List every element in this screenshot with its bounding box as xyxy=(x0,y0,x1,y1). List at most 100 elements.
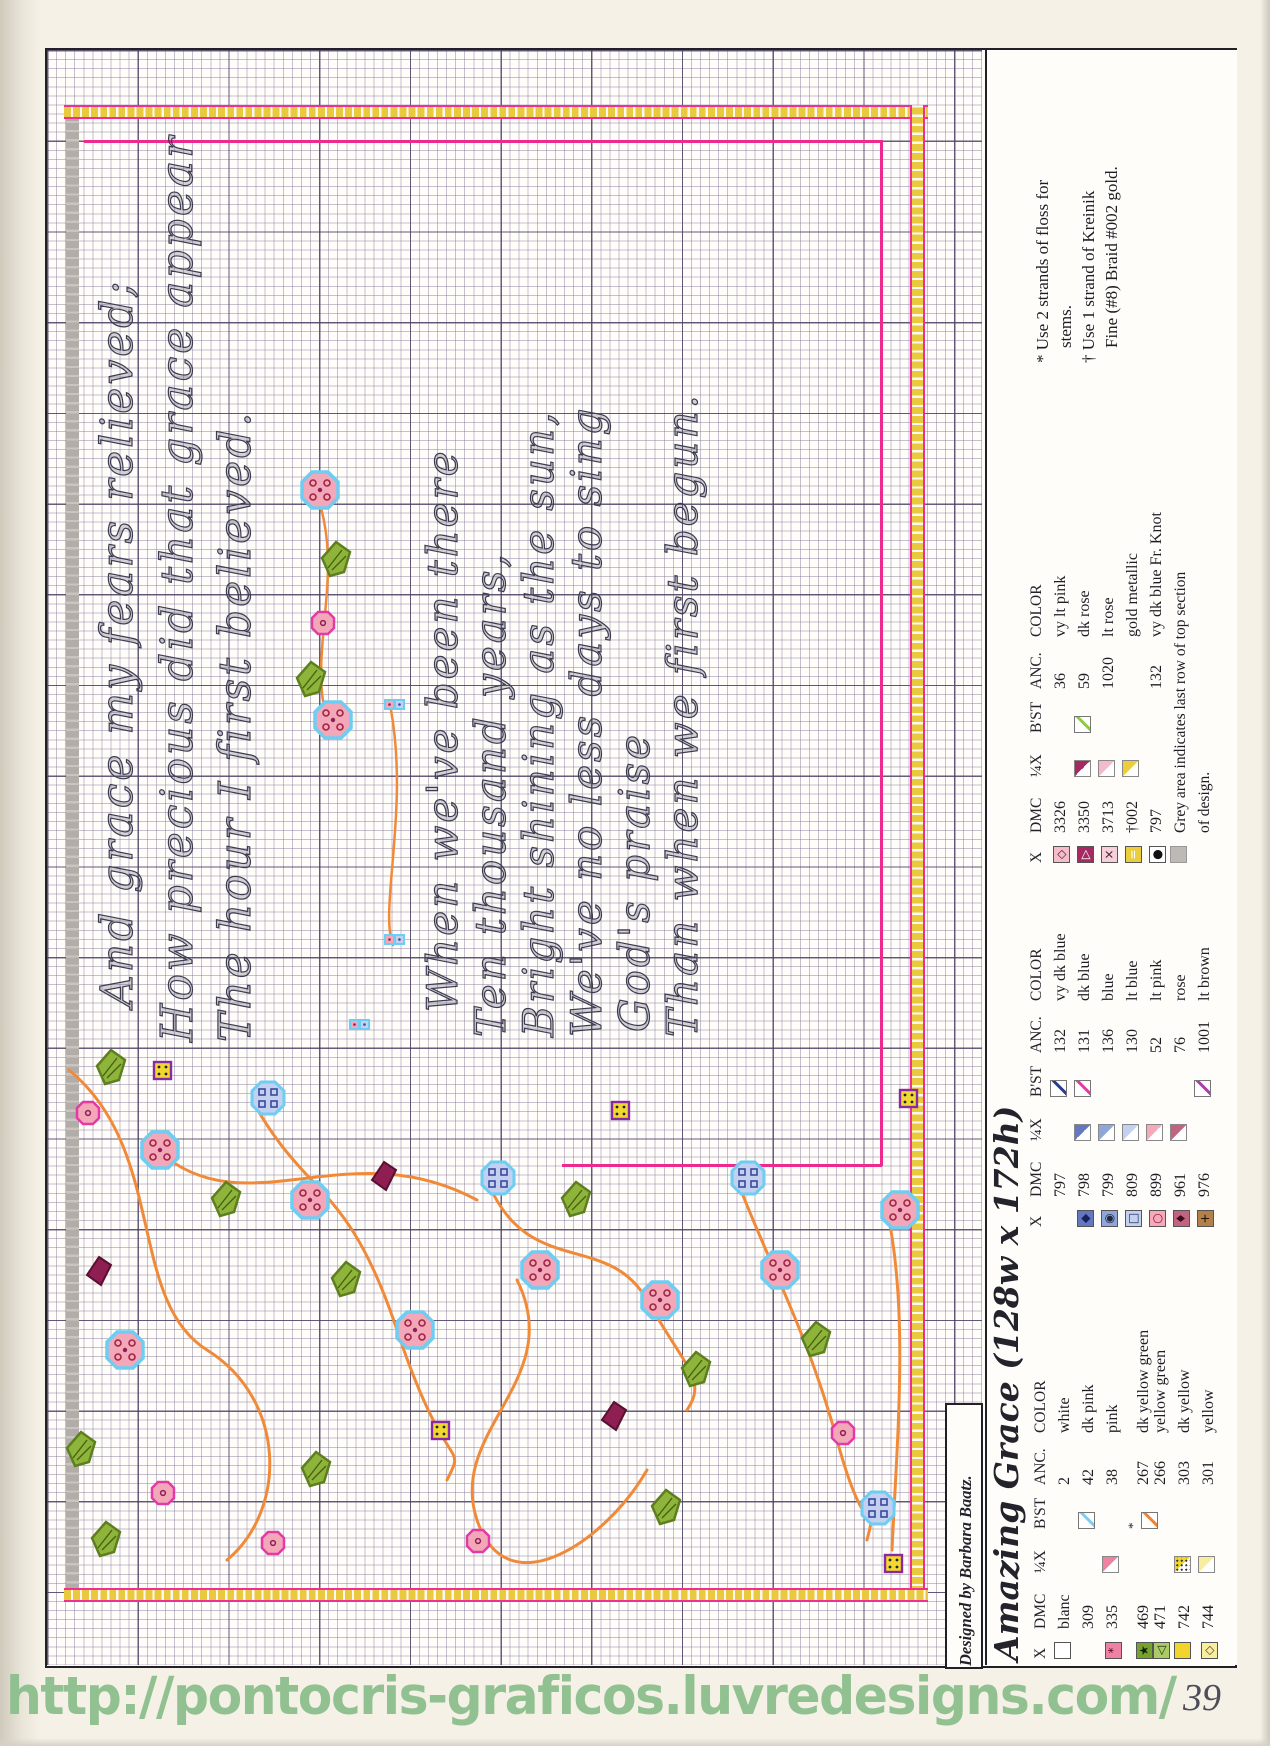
key-header-row: X DMC ¼X B'ST ANC. COLOR xyxy=(1025,865,1049,1227)
key-dmc: 899 xyxy=(1147,1173,1165,1197)
stitch-symbol: ◉ xyxy=(1100,1210,1117,1227)
key-anchor: 266 xyxy=(1151,1461,1169,1485)
key-backstitch-cell xyxy=(1193,1053,1216,1097)
stitch-symbol: ▷ xyxy=(1076,846,1093,863)
key-header-cell: ¼X xyxy=(1031,1550,1049,1573)
key-symbol-cell xyxy=(1169,833,1192,863)
key-row: * 335 38 pink xyxy=(1101,1299,1125,1659)
scan-edge-left xyxy=(0,0,40,1746)
key-header-cell: ¼X xyxy=(1027,1118,1045,1141)
key-dmc: 798 xyxy=(1075,1173,1093,1197)
key-row: ● 797 132 vy dk blue Fr. Knot xyxy=(1145,443,1169,863)
key-symbol-cell: ★ xyxy=(1135,1629,1153,1659)
key-color-name: pink xyxy=(1103,1404,1121,1433)
scan-edge-bottom xyxy=(0,1738,1270,1746)
magenta-frame-divider xyxy=(562,1164,882,1167)
key-symbol-cell: ♦ xyxy=(1172,1197,1190,1227)
key-header-cell: COLOR xyxy=(1031,1380,1049,1433)
verse-line: God's praise xyxy=(610,732,659,1032)
designer-credit-box: Designed by Barbara Baatz. xyxy=(945,1403,983,1669)
key-header-cell: COLOR xyxy=(1027,948,1045,1001)
designer-credit: Designed by Barbara Baatz. xyxy=(956,1475,975,1666)
backstitch-symbol xyxy=(1049,1080,1067,1097)
key-backstitch-cell: * xyxy=(1125,1485,1163,1529)
backstitch-symbol xyxy=(1073,716,1091,733)
key-anchor: 59 xyxy=(1075,673,1093,689)
grey-note-text: Grey area indicates last row of top sect… xyxy=(1171,571,1189,833)
key-symbol-cell: ◆ xyxy=(1076,1197,1094,1227)
key-notes: * Use 2 strands of floss for stems. † Us… xyxy=(1031,53,1123,363)
key-anchor: 38 xyxy=(1103,1469,1121,1485)
gold-border-band-bottom xyxy=(64,1588,928,1602)
key-header-cell: DMC xyxy=(1027,797,1045,833)
key-color-name: rose xyxy=(1171,974,1189,1001)
key-quarter-cell xyxy=(1073,1097,1096,1141)
key-dmc: 309 xyxy=(1079,1605,1097,1629)
key-header-row: X DMC ¼X B'ST ANC. COLOR xyxy=(1029,1299,1053,1659)
key-quarter-cell xyxy=(1073,733,1096,777)
key-row: ◁ 471 266 yellow green xyxy=(1149,1299,1173,1659)
backstitch-symbol xyxy=(1193,1080,1211,1097)
key-symbol-cell: ◇ xyxy=(1200,1629,1218,1659)
stitch-symbol: ★ xyxy=(1135,1642,1152,1659)
key-row: ◉ 799 136 blue xyxy=(1097,865,1121,1227)
key-header-cell: ANC. xyxy=(1027,652,1045,689)
key-symbol-cell: □ xyxy=(1124,1197,1142,1227)
key-anchor: 303 xyxy=(1175,1461,1193,1485)
key-color-name: dk pink xyxy=(1079,1384,1097,1433)
key-anchor: 76 xyxy=(1171,1037,1189,1053)
key-header-cell: B'ST xyxy=(1031,1497,1049,1529)
stitch-symbol: ◁ xyxy=(1152,1642,1169,1659)
key-dmc: 799 xyxy=(1099,1173,1117,1197)
key-quarter-cell xyxy=(1169,1097,1192,1141)
key-row: ▷ 3350 59 dk rose xyxy=(1073,443,1097,863)
key-anchor: 42 xyxy=(1079,1469,1097,1485)
key-symbol-cell: = xyxy=(1124,833,1142,863)
key-row: 742 303 dk yellow xyxy=(1173,1299,1197,1659)
key-anchor: 267 xyxy=(1134,1461,1152,1485)
key-anchor: 132 xyxy=(1051,1029,1069,1053)
verse-line: We've no less days to sing xyxy=(562,405,611,1037)
key-grey-note-row: of design. xyxy=(1193,443,1217,863)
key-color-name: lt rose xyxy=(1099,597,1117,637)
key-quarter-cell xyxy=(1101,1529,1124,1573)
pattern-frame: And grace my fears relieved; How preciou… xyxy=(45,48,1237,1668)
chart-motifs-and-lettering: And grace my fears relieved; How preciou… xyxy=(65,133,920,1574)
quarter-stitch-symbol xyxy=(1101,1556,1119,1573)
key-color-name: yellow green xyxy=(1151,1349,1169,1433)
key-dmc: †002 xyxy=(1123,801,1141,833)
stitch-symbol: = xyxy=(1124,846,1141,863)
key-anchor: 301 xyxy=(1199,1461,1217,1485)
key-backstitch-cell xyxy=(1049,1053,1072,1097)
grey-note-text: of design. xyxy=(1195,771,1213,833)
magenta-frame-right xyxy=(880,140,883,1166)
key-row: ◇ 3326 36 vy lt pink xyxy=(1049,443,1073,863)
key-row: × 3713 1020 lt rose xyxy=(1097,443,1121,863)
key-table-bottom-colors: X DMC ¼X B'ST ANC. COLOR blanc 2 white 309 42 dk pi… xyxy=(1029,1299,1221,1659)
key-header-cell: ¼X xyxy=(1027,754,1045,777)
verse-line: Ten thousand years, xyxy=(466,551,515,1037)
stitch-symbol xyxy=(1173,1642,1191,1659)
quarter-stitch-symbol xyxy=(1097,760,1115,777)
key-dmc: 3326 xyxy=(1051,801,1069,833)
key-row: ◇ 744 301 yellow xyxy=(1197,1299,1221,1659)
key-header-cell: ANC. xyxy=(1031,1448,1049,1485)
key-anchor: 132 xyxy=(1147,665,1165,689)
key-symbol-cell xyxy=(1173,1629,1196,1659)
stitch-symbol: ● xyxy=(1148,846,1165,863)
key-anchor: 136 xyxy=(1099,1029,1117,1053)
stitch-symbol: + xyxy=(1196,1210,1213,1227)
key-color-name: blue xyxy=(1099,973,1117,1001)
verse-lettering: And grace my fears relieved; How preciou… xyxy=(91,133,707,1043)
key-dmc: 3350 xyxy=(1075,801,1093,833)
key-color-name: yellow xyxy=(1199,1389,1217,1433)
verse-line: Than when we first begun. xyxy=(658,392,707,1037)
key-symbol-cell xyxy=(1053,1629,1076,1659)
grey-overlap-column xyxy=(66,105,79,1602)
key-header-row: X DMC ¼X B'ST ANC. COLOR xyxy=(1025,443,1049,863)
key-header-cell: COLOR xyxy=(1027,584,1045,637)
key-header-cell: B'ST xyxy=(1027,1065,1045,1097)
key-header-cell: B'ST xyxy=(1027,701,1045,733)
quarter-stitch-symbol xyxy=(1097,1124,1115,1141)
